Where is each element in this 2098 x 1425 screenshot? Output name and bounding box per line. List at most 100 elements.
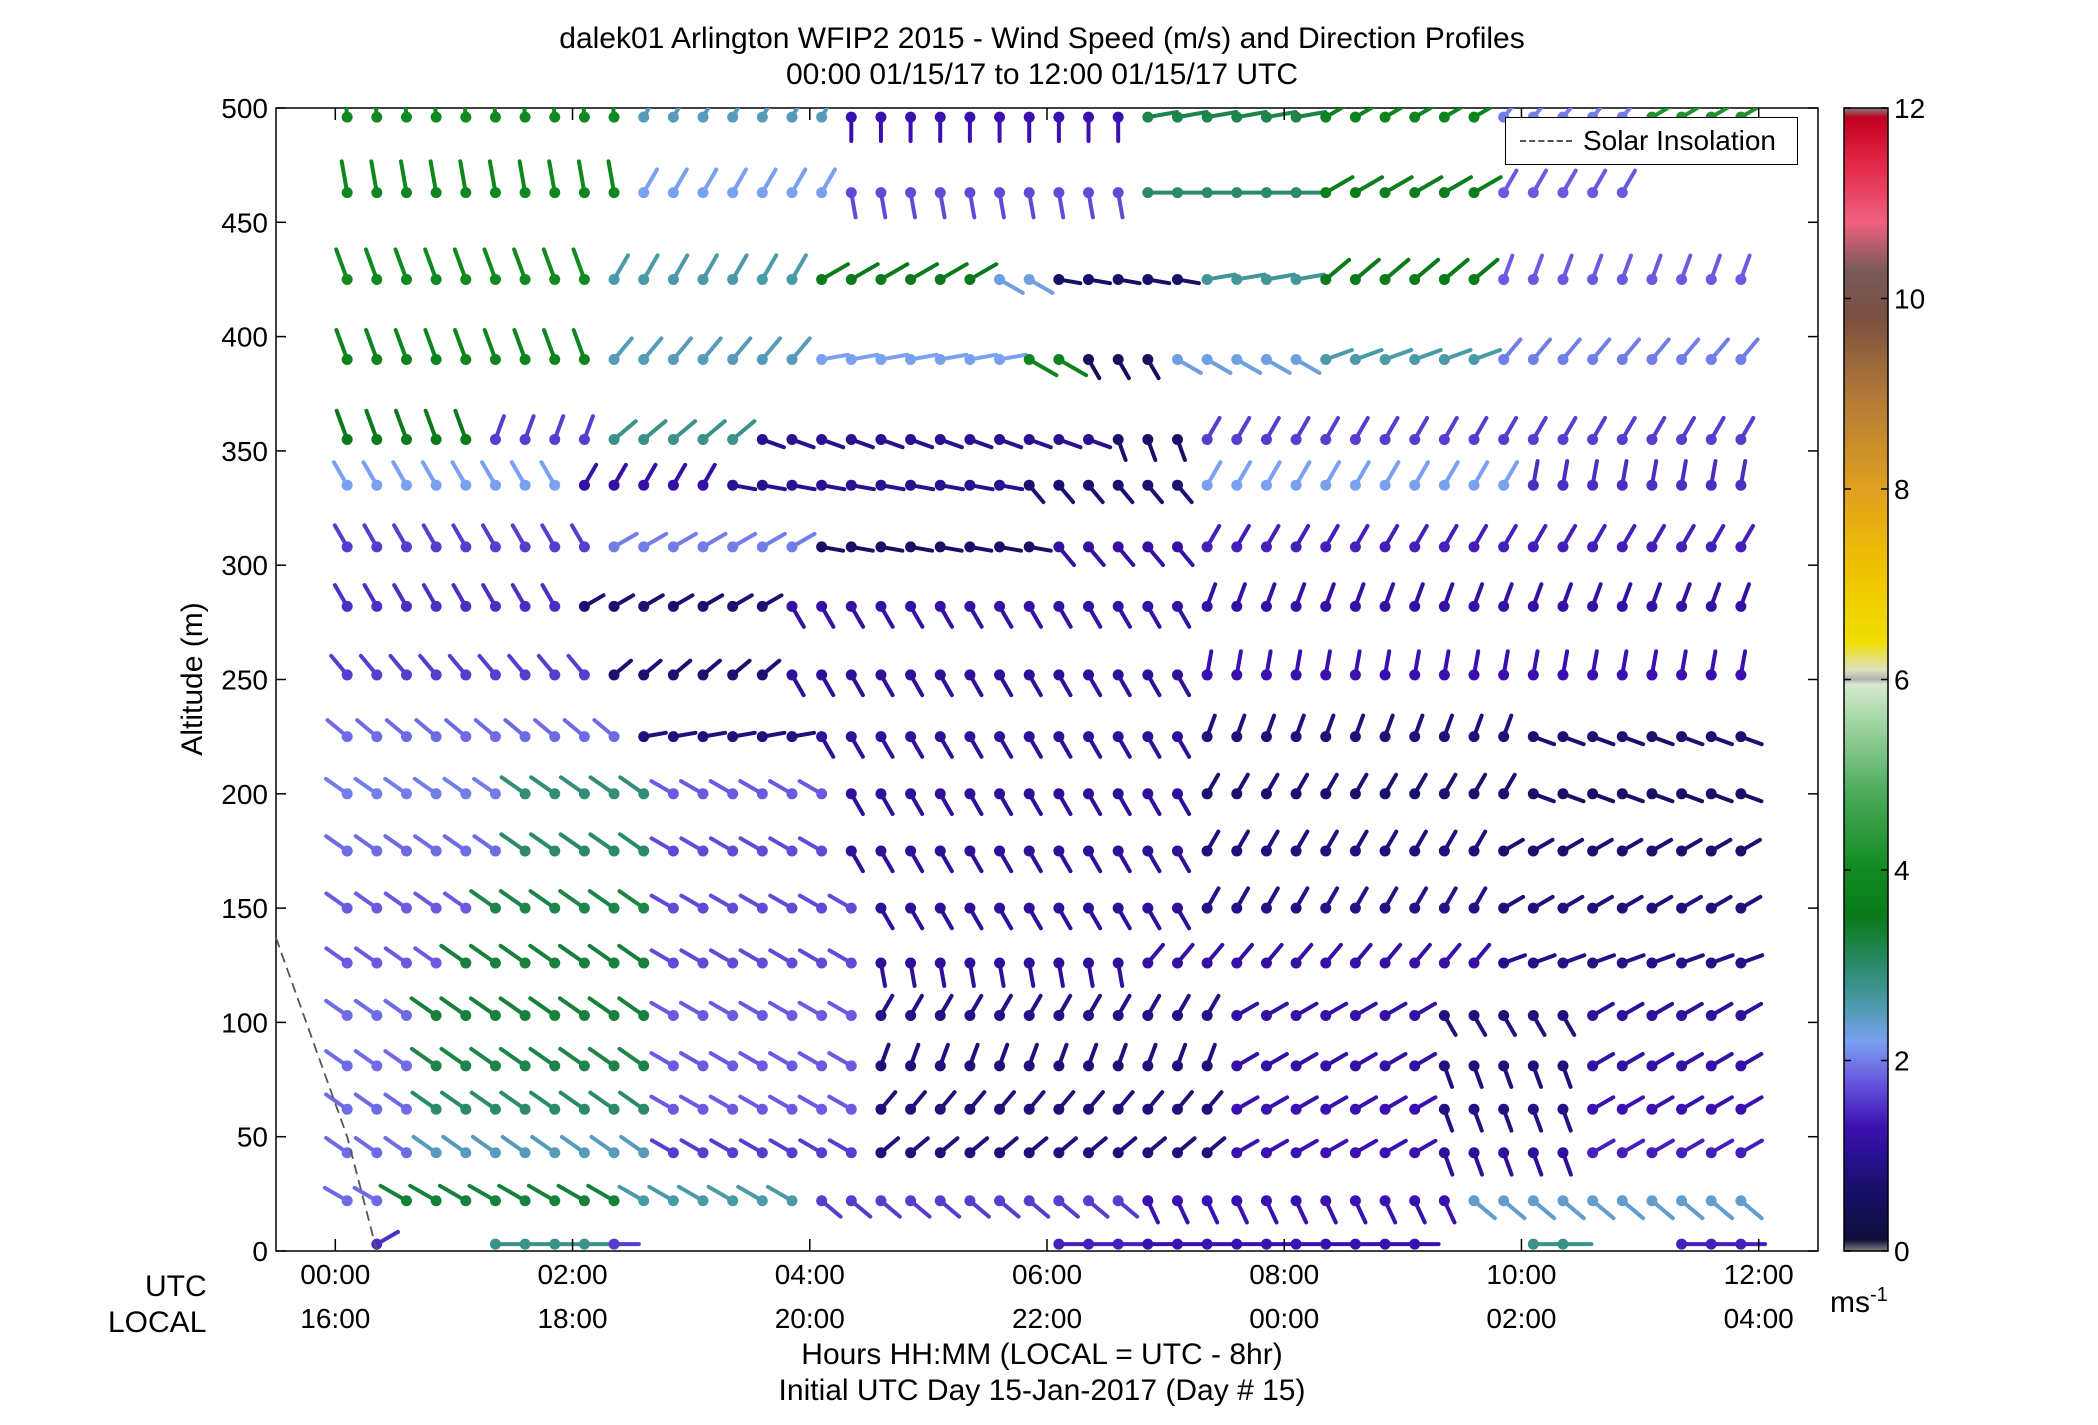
wind-barb-dot [1142,1147,1154,1159]
wind-barb-dot [608,731,620,743]
wind-barb-dot [1438,353,1450,365]
wind-barb-dot [1468,1147,1480,1159]
wind-barb-dot [1290,187,1302,199]
wind-barb-dot [697,541,709,553]
wind-barb-dot [578,479,590,491]
wind-barb-dot [460,433,472,445]
wind-barb-dot [1409,541,1421,553]
x-tick-label-utc: 04:00 [775,1259,845,1290]
x-tick-label-utc: 08:00 [1249,1259,1319,1290]
wind-barb-dot [1083,541,1095,553]
wind-barb-dot [667,187,679,199]
wind-barb-dot [1201,1010,1213,1022]
wind-barb-dot [1260,1060,1272,1072]
wind-barb-dot [905,957,917,969]
wind-barb-dot [1349,353,1361,365]
wind-barb-dot [1231,902,1243,914]
wind-barb-dot [727,731,739,743]
wind-barb-dot [608,669,620,681]
wind-barb-dot [845,1147,857,1159]
wind-barb-dot [786,600,798,612]
wind-barb-dot [341,1010,353,1022]
wind-barb-dot [1349,111,1361,123]
wind-barb-dot [1053,479,1065,491]
wind-barb-dot [638,902,650,914]
wind-barb-dot [1349,902,1361,914]
wind-barb-dot [1379,541,1391,553]
wind-barb-dot [1527,957,1539,969]
wind-barb-dot [1231,479,1243,491]
wind-barb-dot [1171,1103,1183,1115]
wind-barb-dot [1587,1010,1599,1022]
wind-barb-dot [1112,1238,1124,1250]
wind-barb-dot [667,669,679,681]
wind-barb-dot [756,600,768,612]
chart-subtitle: 00:00 01/15/17 to 12:00 01/15/17 UTC [785,58,1299,91]
wind-barb-dot [1053,957,1065,969]
wind-barb-dot [1231,788,1243,800]
x-tick-label-utc: 10:00 [1486,1259,1556,1290]
wind-barb-dot [905,541,917,553]
wind-barb-dot [697,600,709,612]
wind-barb-dot [1023,1060,1035,1072]
colorbar-tick-label: 2 [1894,1046,1910,1077]
wind-barb-dot [1705,731,1717,743]
wind-barb-dot [905,187,917,199]
wind-barb-dot [816,479,828,491]
wind-barb-dot [1290,788,1302,800]
wind-barb-dot [1379,1195,1391,1207]
wind-barb-dot [460,1010,472,1022]
wind-barb-dot [1676,1103,1688,1115]
wind-barb-dot [786,273,798,285]
wind-barb-dot [905,433,917,445]
wind-barb-dot [549,845,561,857]
wind-barb-dot [905,845,917,857]
wind-barb-dot [430,541,442,553]
wind-barb-dot [727,187,739,199]
wind-barb-dot [816,600,828,612]
wind-barb-dot [1379,957,1391,969]
wind-barb-dot [608,902,620,914]
wind-barb-dot [1676,600,1688,612]
wind-barbs [322,108,1768,1250]
wind-barb-dot [667,845,679,857]
wind-barb-dot [727,541,739,553]
wind-barb-dot [400,845,412,857]
wind-barb-dot [1705,541,1717,553]
wind-barb-dot [1231,433,1243,445]
x-tick-label-utc: 02:00 [537,1259,607,1290]
wind-barb-dot [697,1147,709,1159]
wind-barb-dot [934,788,946,800]
wind-barb-dot [1498,353,1510,365]
y-tick-label: 200 [221,779,268,810]
wind-barb-dot [371,353,383,365]
wind-barb-dot [1735,1195,1747,1207]
x-tick-label-local: 22:00 [1012,1303,1082,1334]
wind-barb-dot [756,111,768,123]
wind-barb-dot [1438,957,1450,969]
wind-barb-dot [460,111,472,123]
wind-barb-dot [875,669,887,681]
wind-barb-dot [1409,273,1421,285]
wind-barb-dot [1201,1195,1213,1207]
x-tick-label-local: 20:00 [775,1303,845,1334]
wind-barb-dot [638,600,650,612]
wind-barb-dot [1616,902,1628,914]
wind-barb-dot [667,1060,679,1072]
wind-barb-dot [1587,187,1599,199]
wind-barb-dot [1498,731,1510,743]
wind-barb-dot [964,902,976,914]
wind-barb-dot [1527,433,1539,445]
wind-barb-dot [608,1060,620,1072]
wind-barb-dot [519,957,531,969]
wind-barb-dot [1349,1195,1361,1207]
wind-barb-dot [489,731,501,743]
wind-barb-dot [697,479,709,491]
wind-barb-dot [1053,1060,1065,1072]
colorbar-tick-label: 12 [1894,93,1925,124]
wind-barb-dot [1646,1147,1658,1159]
wind-barb-dot [1735,1147,1747,1159]
wind-barb-dot [430,187,442,199]
wind-barb-dot [1320,845,1332,857]
wind-barb-dot [905,600,917,612]
